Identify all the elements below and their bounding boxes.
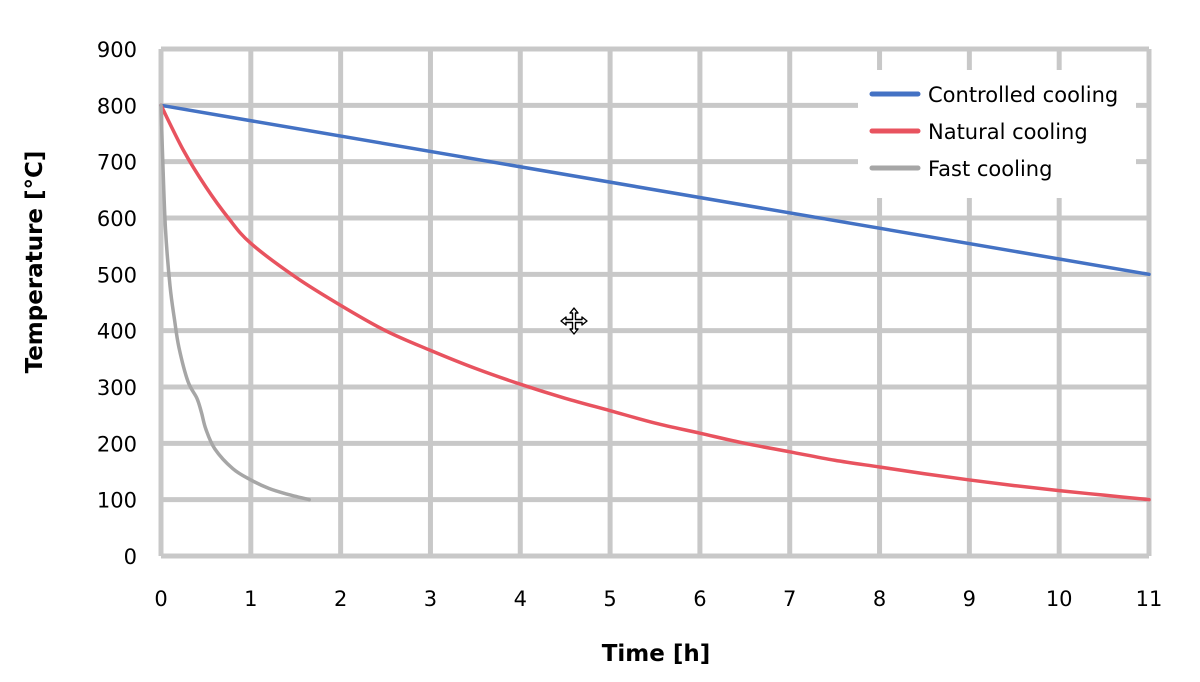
y-tick-label: 400: [97, 320, 137, 344]
x-tick-label: 4: [514, 587, 527, 611]
legend-label-natural-cooling: Natural cooling: [928, 120, 1088, 144]
legend-background: [858, 70, 1136, 198]
legend-entries: Controlled cooling Natural cooling Fast co…: [869, 83, 1118, 181]
tick-labels: 0 1 2 3 4 5 6 7 8 9 10 11 0 100 200 300 400 500 600 700 800 9…: [97, 38, 1162, 611]
move-cursor-icon: [560, 307, 588, 335]
x-tick-label: 1: [244, 587, 257, 611]
y-tick-label: 300: [97, 376, 137, 400]
x-axis-title: Time [h]: [602, 641, 711, 667]
series-line-fast-cooling: [159, 103, 311, 502]
x-tick-label: 2: [334, 587, 347, 611]
y-axis-title: Temperature [°C]: [22, 151, 48, 374]
y-tick-label: 700: [97, 151, 137, 175]
series-lines: [159, 103, 1151, 502]
x-tick-label: 3: [424, 587, 437, 611]
y-tick-label: 600: [97, 207, 137, 231]
x-tick-label: 6: [693, 587, 706, 611]
x-tick-label: 11: [1136, 587, 1163, 611]
x-tick-label: 9: [963, 587, 976, 611]
x-tick-label: 10: [1046, 587, 1073, 611]
series-line-natural-cooling: [159, 103, 1151, 502]
x-tick-label: 0: [154, 587, 167, 611]
x-tick-label: 8: [873, 587, 886, 611]
legend: Controlled cooling Natural cooling Fast co…: [858, 70, 1136, 198]
series-line-controlled-cooling: [159, 103, 1151, 277]
y-tick-label: 0: [124, 545, 137, 569]
y-tick-label: 500: [97, 263, 137, 287]
x-tick-label: 5: [603, 587, 616, 611]
legend-label-fast-cooling: Fast cooling: [928, 157, 1052, 181]
legend-label-controlled-cooling: Controlled cooling: [928, 83, 1118, 107]
y-tick-label: 900: [97, 38, 137, 62]
y-tick-label: 200: [97, 432, 137, 456]
x-tick-label: 7: [783, 587, 796, 611]
y-tick-label: 100: [97, 489, 137, 513]
y-tick-label: 800: [97, 94, 137, 118]
